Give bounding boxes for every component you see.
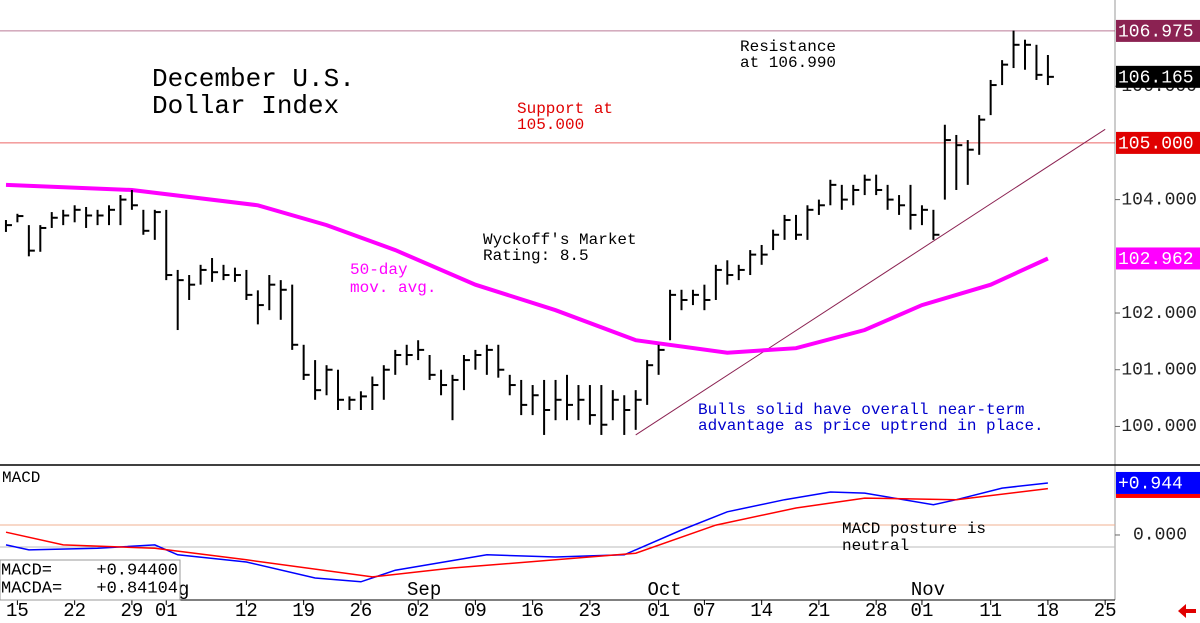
x-tick-label: 14 (750, 600, 773, 622)
month-label: Oct (647, 579, 681, 601)
month-label: Nov (911, 579, 945, 601)
annotation: at 106.990 (740, 54, 836, 72)
y-tick-label: 104.000 (1121, 190, 1197, 210)
x-tick-label: 29 (120, 600, 143, 622)
annotation: neutral (842, 537, 909, 555)
x-tick-label: 16 (521, 600, 544, 622)
value-pill-label: 102.962 (1118, 250, 1194, 270)
annotation: Resistance (740, 38, 836, 56)
value-pill-label: 105.000 (1118, 135, 1194, 155)
month-label: Sep (407, 579, 441, 601)
panel-label: MACD (2, 469, 40, 487)
x-tick-label: 25 (1094, 600, 1117, 622)
value-pill (1116, 131, 1200, 154)
x-tick-label: 18 (1036, 600, 1059, 622)
ma-label: mov. avg. (350, 279, 436, 297)
value-pill (1116, 65, 1200, 88)
readout-box (0, 559, 181, 601)
chart-title: December U.S. (152, 64, 355, 94)
y-tick-label: 100.000 (1121, 417, 1197, 437)
trendline (635, 128, 1106, 436)
macd-line (5, 487, 1048, 578)
x-tick-label: 01 (155, 600, 178, 622)
x-tick-label: 01 (647, 600, 670, 622)
readout-name: MACDA= (1, 579, 62, 598)
annotation: advantage as price uptrend in place. (698, 417, 1044, 435)
month-label: g (178, 579, 189, 601)
moving-average (5, 182, 1049, 355)
readout-name: MACD= (1, 561, 52, 580)
x-tick-label: 23 (578, 600, 601, 622)
x-tick-label: 11 (979, 600, 1002, 622)
annotation: Support at (517, 100, 613, 118)
value-pill (1116, 247, 1200, 270)
readout-value: +0.84104 (96, 579, 178, 598)
annotation: Rating: 8.5 (483, 247, 589, 265)
annotation: Bulls solid have overall near-term (698, 401, 1024, 419)
x-tick-label: 21 (807, 600, 830, 622)
value-pill-label: 106.165 (1118, 69, 1194, 89)
x-tick-label: 22 (63, 600, 86, 622)
x-tick-label: 28 (865, 600, 888, 622)
x-tick-label: 12 (235, 600, 258, 622)
plot: 100.000101.000102.000104.000106.0000.000… (0, 19, 1200, 622)
y-tick-label: 101.000 (1121, 360, 1197, 380)
value-pill (1116, 19, 1200, 42)
x-tick-label: 15 (6, 600, 29, 622)
annotation: MACD posture is (842, 520, 986, 538)
annotation: Wyckoff's Market (483, 231, 637, 249)
y-tick-label: 102.000 (1121, 304, 1197, 324)
ma-label: 50-day (350, 261, 408, 279)
chart-title: Dollar Index (152, 91, 339, 121)
x-tick-label: 01 (911, 600, 934, 622)
x-tick-label: 19 (292, 600, 315, 622)
y-tick-label: 0.000 (1133, 526, 1187, 546)
macd-line (5, 482, 1048, 583)
x-tick-label: 09 (464, 600, 487, 622)
value-pill-label: +0.944 (1118, 475, 1183, 495)
scroll-arrow[interactable] (1178, 604, 1196, 618)
x-tick-label: 07 (693, 600, 716, 622)
value-pill (1116, 471, 1200, 494)
readout-value: +0.94400 (96, 561, 178, 580)
macda-strip (1116, 493, 1200, 498)
annotation: 105.000 (517, 116, 584, 134)
x-tick-label: 02 (407, 600, 430, 622)
x-tick-label: 26 (349, 600, 372, 622)
value-pill-label: 106.975 (1118, 23, 1194, 43)
